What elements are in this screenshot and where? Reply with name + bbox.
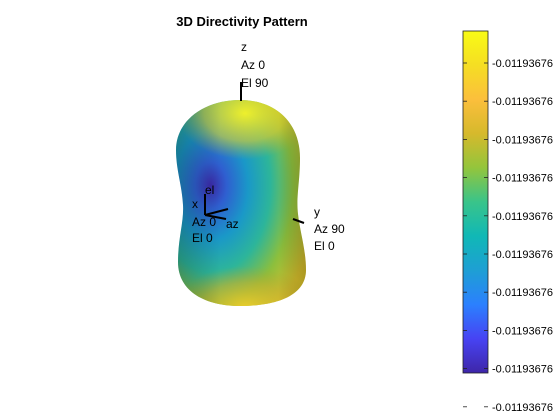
colorbar: -0.01193676 -0.01193676 -0.01193676 -0.0119… (462, 30, 553, 414)
colorbar-tick-label: -0.01193676 (492, 287, 553, 299)
colorbar-tick-label: -0.01193676 (492, 173, 553, 185)
colorbar-tick-label: -0.01193676 (492, 249, 553, 261)
z-axis-letter: z (241, 40, 247, 54)
colorbar-fill (462, 30, 489, 374)
colorbar-tick-label: -0.01193676 (492, 58, 553, 70)
colorbar-tick-label: -0.01193676 (492, 364, 553, 376)
z-axis-az: Az 0 (241, 58, 265, 72)
colorbar-tick-label: -0.01193676 (492, 325, 553, 337)
colorbar-tick-label: -0.01193676 (492, 134, 553, 146)
colorbar-tick-label: -0.01193676 (492, 402, 553, 414)
chart-title: 3D Directivity Pattern (176, 14, 308, 29)
x-axis-letter: x (192, 197, 198, 211)
local-el-label: el (205, 183, 214, 197)
y-axis-letter: y (314, 205, 320, 219)
z-axis-el: El 90 (241, 76, 269, 90)
y-axis-marker (292, 218, 305, 224)
colorbar-tick-label: -0.01193676 (492, 211, 553, 223)
x-axis-az: Az 0 (192, 215, 216, 229)
colorbar-tick-label: -0.01193676 (492, 96, 553, 108)
y-axis-az: Az 90 (314, 222, 345, 236)
local-axes-triad (204, 194, 229, 220)
local-az-label: az (226, 217, 239, 231)
x-axis-el: El 0 (192, 231, 213, 245)
colorbar-ticks: -0.01193676 -0.01193676 -0.01193676 -0.0119… (463, 58, 553, 414)
y-axis-el: El 0 (314, 239, 335, 253)
